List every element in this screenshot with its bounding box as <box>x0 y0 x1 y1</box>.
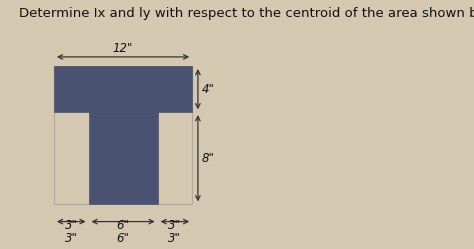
Text: 6": 6" <box>117 219 129 232</box>
Bar <box>54 66 192 204</box>
Text: 3": 3" <box>65 219 78 232</box>
Text: Determine Ix and ly with respect to the centroid of the area shown below.: Determine Ix and ly with respect to the … <box>19 7 474 20</box>
Text: 12": 12" <box>113 42 133 55</box>
Text: 8": 8" <box>201 152 214 165</box>
Bar <box>89 112 158 204</box>
Text: 3": 3" <box>168 232 182 245</box>
Bar <box>54 66 192 112</box>
Text: 6": 6" <box>117 232 129 245</box>
Text: 4": 4" <box>201 83 214 96</box>
Text: 3": 3" <box>168 219 182 232</box>
Text: 3": 3" <box>65 232 78 245</box>
